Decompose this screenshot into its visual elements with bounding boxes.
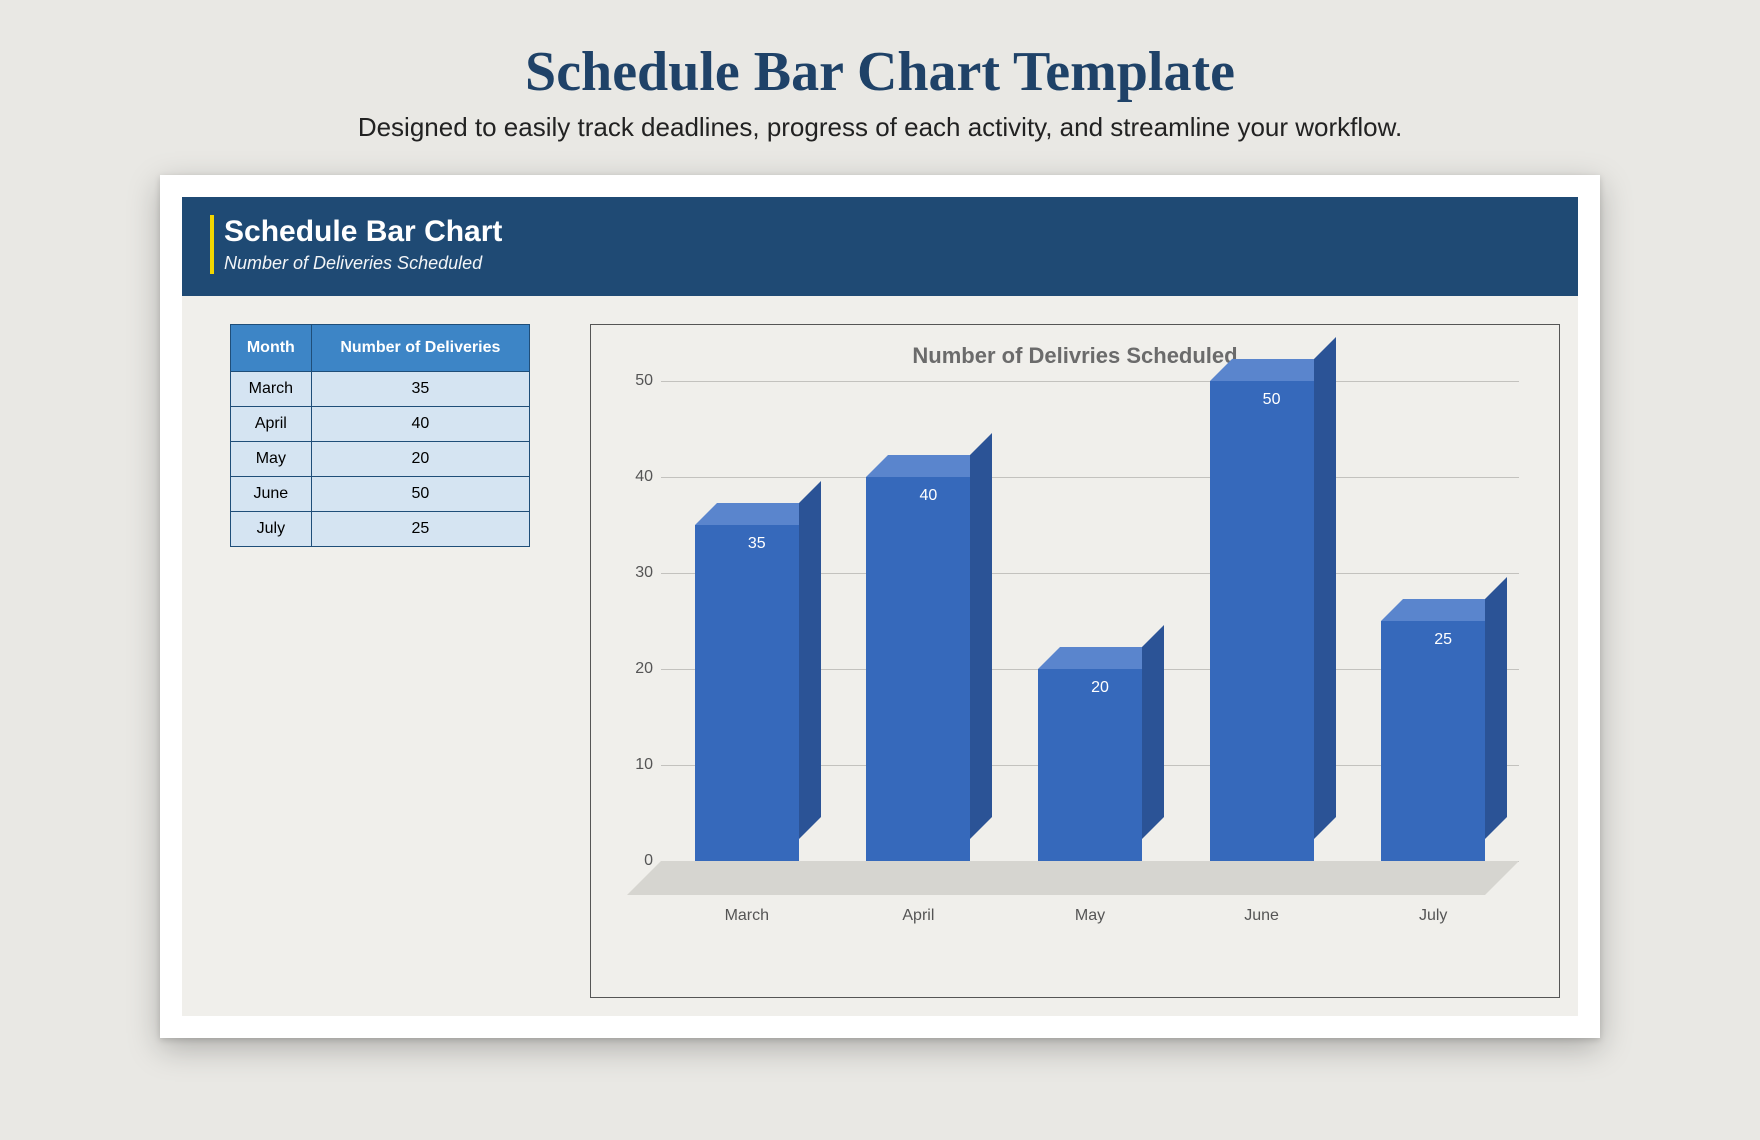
template-card: Schedule Bar Chart Number of Deliveries … [160, 175, 1600, 1038]
table-header-row: Month Number of Deliveries [231, 325, 530, 372]
bar: 35 [695, 525, 799, 861]
chart-panel: Number of Delivries Scheduled 0 10 20 30 40 5… [590, 324, 1560, 998]
cell-value: 25 [311, 512, 529, 547]
xtick-label: July [1347, 907, 1519, 925]
cell-month: March [231, 372, 312, 407]
xtick-label: March [661, 907, 833, 925]
page-subtitle: Designed to easily track deadlines, prog… [160, 112, 1600, 143]
xtick-label: April [833, 907, 1005, 925]
banner-accent [210, 215, 214, 274]
bar-slot: 40 [833, 477, 1005, 861]
bar-slot: 35 [661, 525, 833, 861]
table-header-deliveries: Number of Deliveries [311, 325, 529, 372]
table-row: May20 [231, 442, 530, 477]
bar-value-label: 25 [1381, 631, 1505, 649]
card-banner: Schedule Bar Chart Number of Deliveries … [182, 197, 1578, 296]
card-content: Month Number of Deliveries March35 April… [182, 296, 1578, 1016]
ytick-label: 40 [623, 468, 653, 486]
bar-value-label: 40 [866, 487, 990, 505]
cell-month: June [231, 477, 312, 512]
table-row: March35 [231, 372, 530, 407]
cell-value: 50 [311, 477, 529, 512]
cell-value: 20 [311, 442, 529, 477]
xtick-label: June [1176, 907, 1348, 925]
table-body: March35 April40 May20 June50 July25 [231, 372, 530, 547]
chart-title: Number of Delivries Scheduled [601, 343, 1549, 369]
bar: 50 [1210, 381, 1314, 861]
cell-month: July [231, 512, 312, 547]
bar: 20 [1038, 669, 1142, 861]
data-table: Month Number of Deliveries March35 April… [230, 324, 530, 547]
page-title: Schedule Bar Chart Template [160, 40, 1600, 104]
bar: 25 [1381, 621, 1485, 861]
table-row: June50 [231, 477, 530, 512]
bar-slot: 50 [1176, 381, 1348, 861]
ytick-label: 0 [623, 852, 653, 870]
chart-plot: 01020304050 3540205025 MarchAprilMayJune… [661, 381, 1519, 941]
cell-value: 40 [311, 407, 529, 442]
bar-slot: 20 [1004, 669, 1176, 861]
data-table-wrap: Month Number of Deliveries March35 April… [230, 324, 530, 998]
cell-value: 35 [311, 372, 529, 407]
xtick-label: May [1004, 907, 1176, 925]
chart-bars: 3540205025 [661, 381, 1519, 861]
banner-subtitle: Number of Deliveries Scheduled [224, 253, 1550, 274]
ytick-label: 30 [623, 564, 653, 582]
bar-value-label: 20 [1038, 679, 1162, 697]
ytick-label: 10 [623, 756, 653, 774]
bar-value-label: 35 [695, 535, 819, 553]
ytick-label: 20 [623, 660, 653, 678]
cell-month: May [231, 442, 312, 477]
bar-value-label: 50 [1210, 391, 1334, 409]
table-row: April40 [231, 407, 530, 442]
table-row: July25 [231, 512, 530, 547]
bar-slot: 25 [1347, 621, 1519, 861]
chart-xlabels: MarchAprilMayJuneJuly [661, 907, 1519, 925]
cell-month: April [231, 407, 312, 442]
ytick-label: 50 [623, 372, 653, 390]
chart-floor [627, 861, 1519, 895]
table-header-month: Month [231, 325, 312, 372]
banner-title: Schedule Bar Chart [224, 215, 1550, 249]
table-header-deliveries-label: Number of Deliveries [320, 339, 521, 357]
bar: 40 [866, 477, 970, 861]
